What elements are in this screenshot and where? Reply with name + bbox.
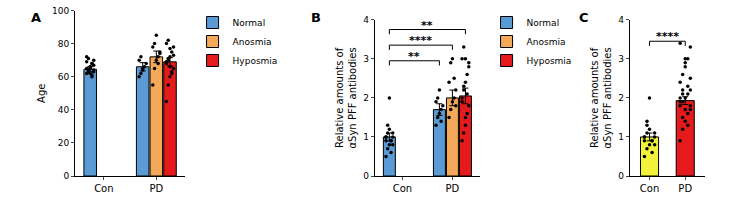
- svg-text:4: 4: [363, 15, 369, 25]
- svg-text:80: 80: [58, 39, 70, 49]
- svg-text:Normal: Normal: [233, 18, 266, 28]
- svg-text:Age: Age: [36, 84, 47, 103]
- svg-text:40: 40: [58, 105, 70, 115]
- svg-text:1: 1: [363, 132, 369, 142]
- svg-text:C: C: [579, 10, 589, 25]
- svg-text:0: 0: [363, 171, 369, 181]
- svg-text:Hyposmia: Hyposmia: [233, 56, 278, 66]
- svg-text:Relative amounts ofαSyn PFF an: Relative amounts ofαSyn PFF antibodies: [334, 47, 358, 148]
- svg-text:60: 60: [58, 72, 70, 82]
- svg-text:A: A: [31, 10, 41, 25]
- svg-text:3: 3: [618, 54, 624, 64]
- svg-text:3: 3: [363, 54, 369, 64]
- svg-text:20: 20: [58, 138, 70, 148]
- svg-text:Con: Con: [640, 183, 659, 194]
- svg-text:****: ****: [656, 30, 679, 43]
- svg-text:0: 0: [63, 171, 69, 181]
- svg-text:2: 2: [618, 93, 624, 103]
- svg-text:****: ****: [409, 34, 432, 47]
- svg-text:2: 2: [363, 93, 369, 103]
- svg-text:Anosmia: Anosmia: [527, 37, 566, 47]
- svg-text:PD: PD: [446, 183, 460, 194]
- svg-text:B: B: [311, 10, 321, 25]
- svg-text:Hyposmia: Hyposmia: [527, 56, 572, 66]
- svg-text:Con: Con: [393, 183, 412, 194]
- svg-text:Relative amounts ofαSyn PFF an: Relative amounts ofαSyn PFF antibodies: [589, 47, 613, 148]
- svg-text:0: 0: [618, 171, 624, 181]
- svg-text:**: **: [421, 19, 433, 32]
- svg-text:Con: Con: [94, 183, 113, 194]
- svg-text:PD: PD: [678, 183, 692, 194]
- svg-text:**: **: [408, 50, 420, 63]
- svg-text:PD: PD: [149, 183, 163, 194]
- svg-text:4: 4: [618, 15, 624, 25]
- svg-text:100: 100: [52, 6, 69, 16]
- svg-text:1: 1: [618, 132, 624, 142]
- svg-text:Normal: Normal: [527, 18, 560, 28]
- svg-text:Anosmia: Anosmia: [233, 37, 272, 47]
